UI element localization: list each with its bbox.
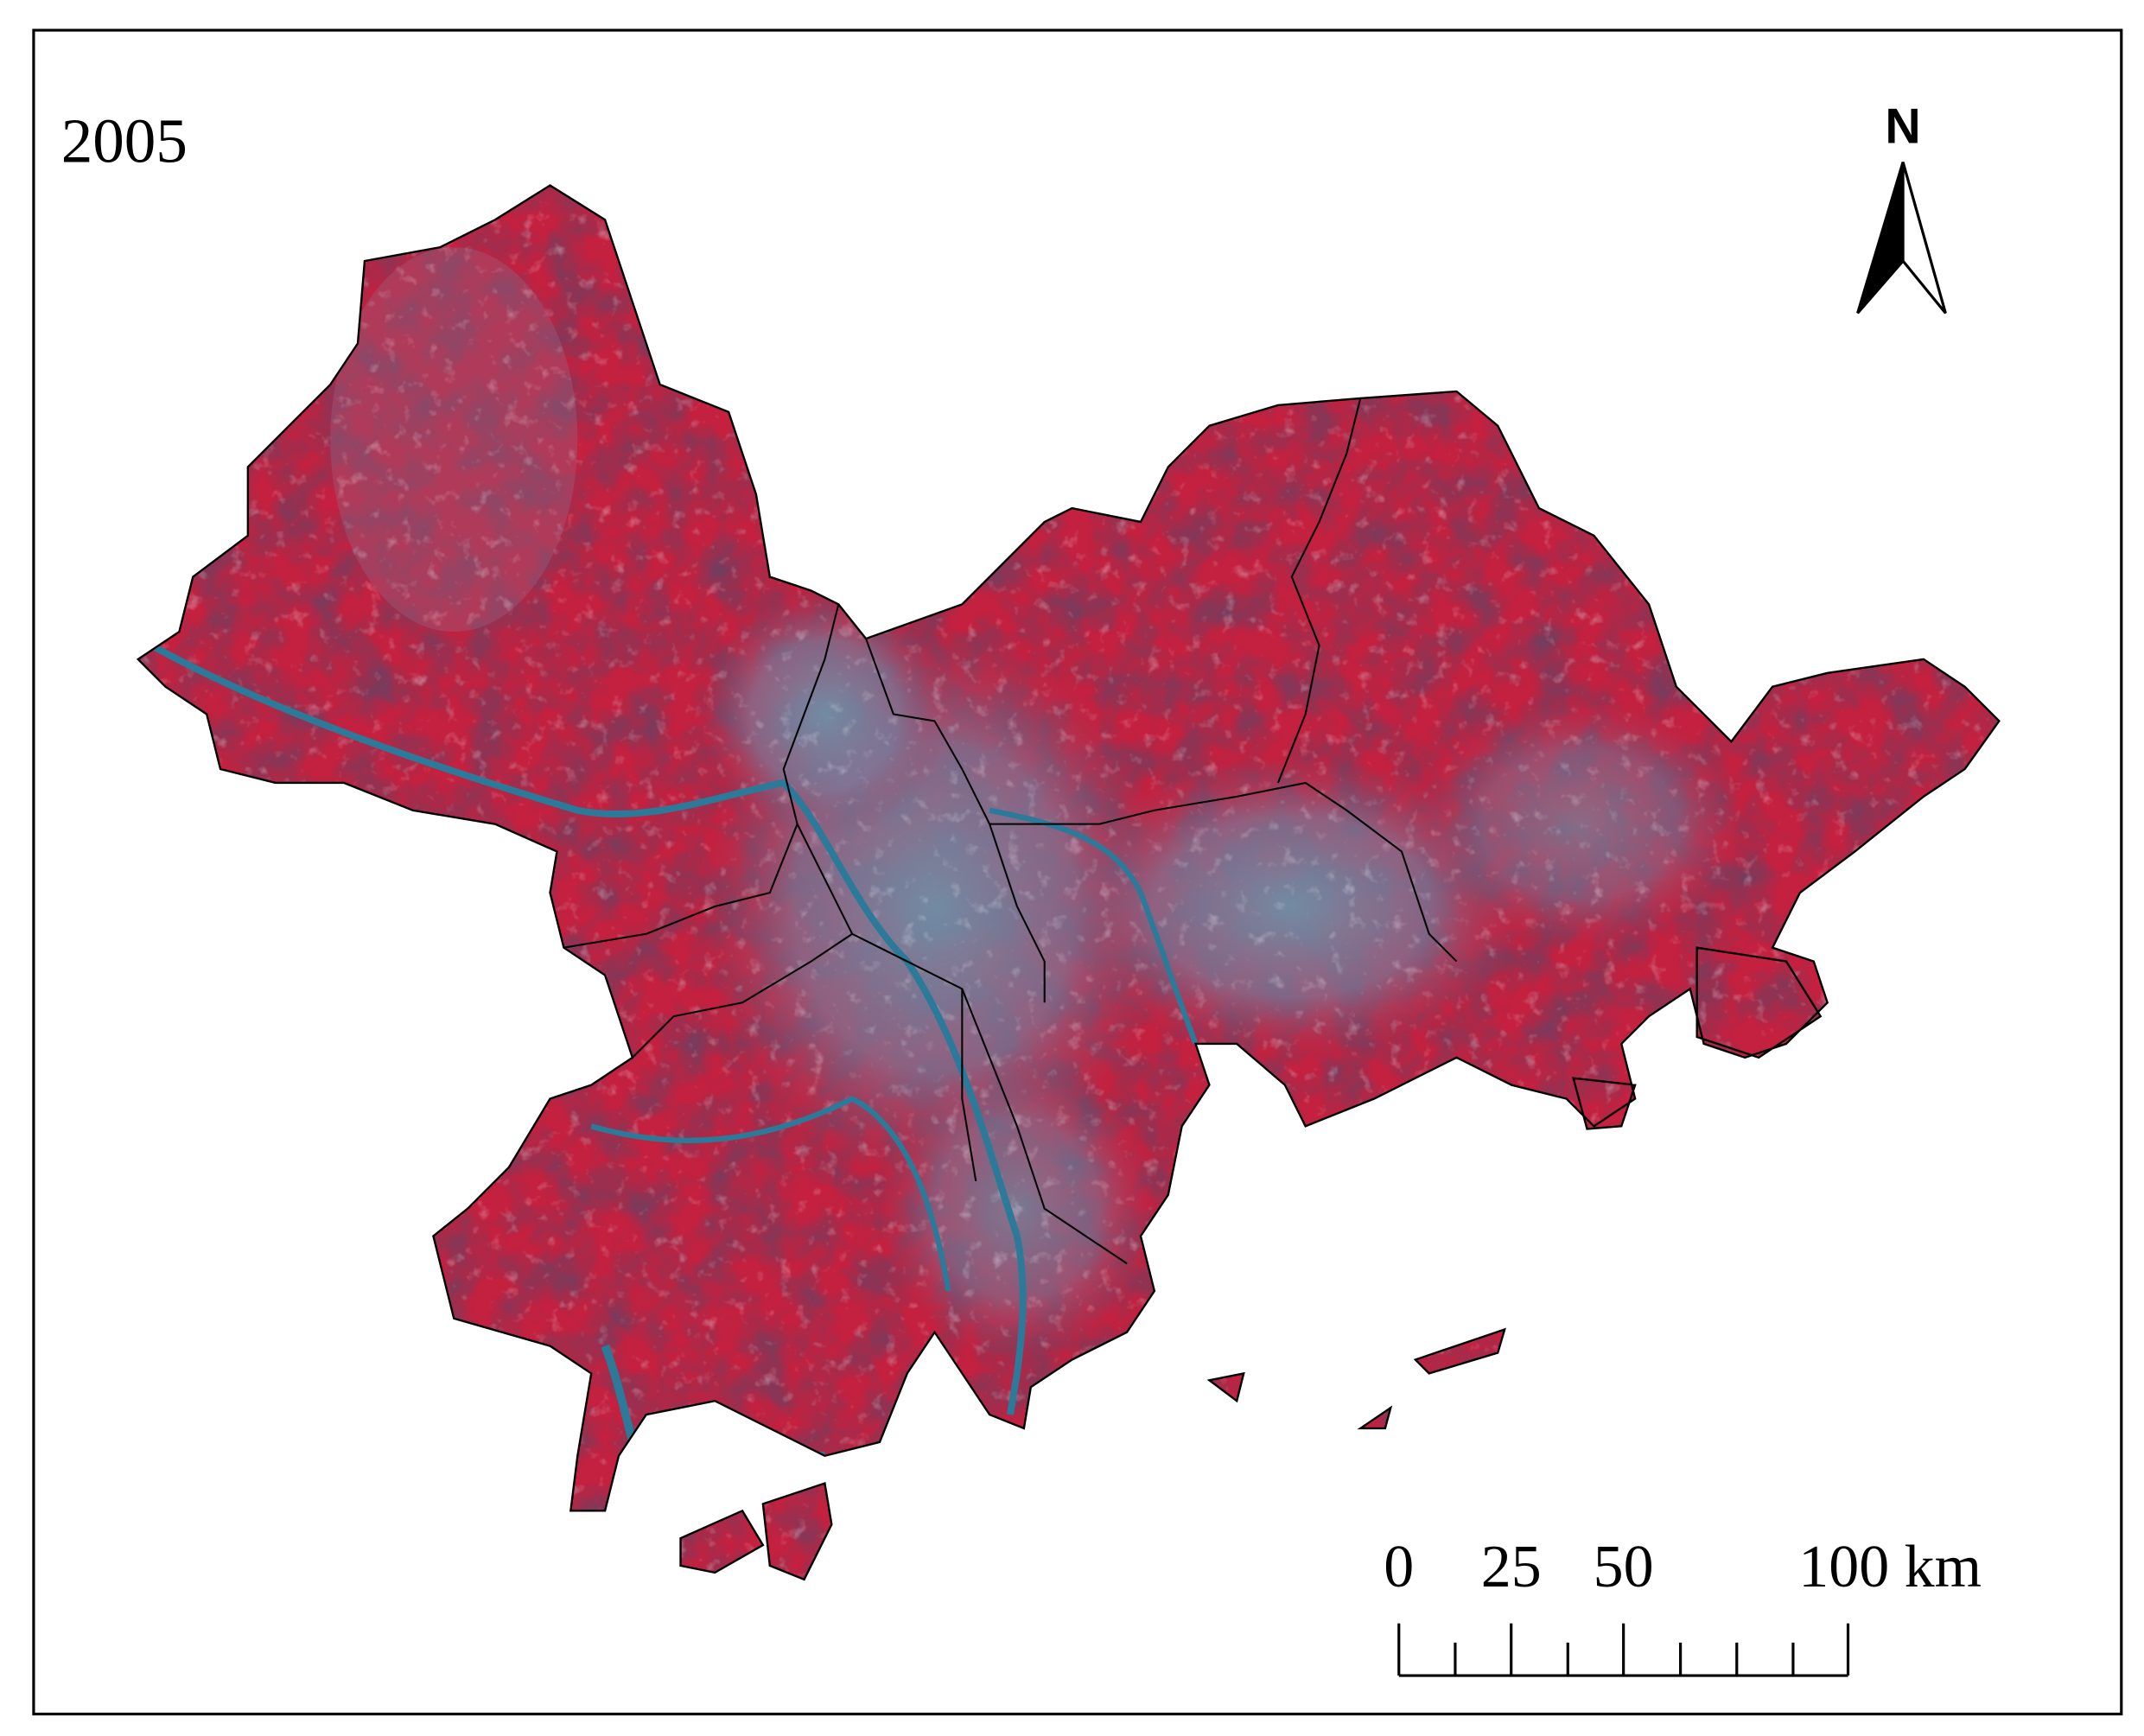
arrow-right bbox=[1901, 162, 1947, 315]
north-arrow: N bbox=[1856, 99, 1947, 315]
map-year: 2005 bbox=[61, 106, 188, 176]
scale-bar: 0 25 50 100 km bbox=[1384, 1534, 1982, 1677]
scale-minor-ticks bbox=[1454, 1642, 1795, 1676]
scale-label: 100 km bbox=[1798, 1534, 1982, 1600]
scale-label: 25 bbox=[1481, 1534, 1542, 1600]
north-label: N bbox=[1885, 99, 1920, 154]
scale-label: 50 bbox=[1594, 1534, 1654, 1600]
district-boundaries bbox=[563, 397, 1458, 1265]
scale-label: 0 bbox=[1384, 1534, 1414, 1600]
